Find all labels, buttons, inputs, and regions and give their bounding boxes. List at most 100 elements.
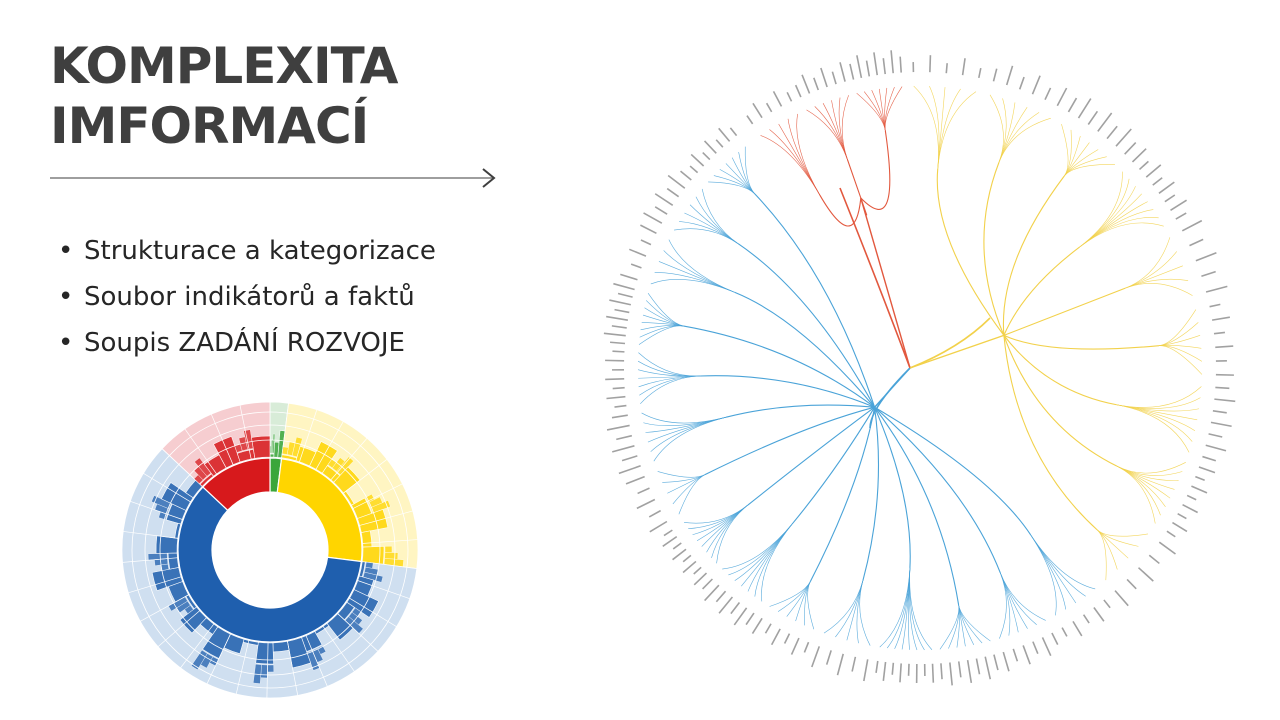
tree-leaf-label [729, 127, 738, 137]
tree-leaf [856, 92, 886, 131]
tree-leaf-label [1195, 475, 1205, 482]
tree-branch [726, 404, 875, 418]
tree-leaf [884, 86, 903, 131]
tree-leaf [688, 504, 749, 529]
tree-branch [683, 325, 875, 408]
sunburst-spoke [315, 421, 344, 471]
tree-leaf [838, 97, 848, 161]
tree-branch [809, 407, 876, 582]
tree-leaf [1000, 572, 1011, 636]
tree-leaf [654, 272, 735, 293]
tree-leaf-label [628, 248, 647, 257]
tree-leaf [1158, 345, 1203, 375]
tree-leaf-label [1181, 219, 1203, 232]
tree-branch [874, 406, 960, 605]
tree-leaf-label [945, 63, 948, 74]
tree-branch [754, 193, 876, 408]
sunburst-spoke [122, 557, 179, 563]
tree-leaf-label [863, 659, 869, 682]
tree-leaf [1079, 209, 1154, 248]
tree-leaf-label [672, 548, 687, 561]
tree-branch [936, 168, 1005, 336]
tree-leaf-label [630, 263, 642, 269]
tree-leaf [806, 109, 848, 161]
tree-leaf-label [612, 386, 625, 390]
tree-leaf-label [745, 612, 755, 626]
sunburst-spoke [157, 609, 201, 647]
tree-branch [738, 243, 876, 408]
tree-leaf-label [875, 660, 879, 673]
tree-leaf-label [606, 395, 626, 400]
tree-leaf-label [1158, 541, 1176, 555]
tree-leaf-label [715, 139, 724, 148]
tree-leaf [769, 581, 811, 607]
tree-leaf [1079, 222, 1164, 248]
sunburst-subsegment [260, 664, 268, 679]
tree-leaf-label [1115, 128, 1132, 147]
tree-leaf [754, 522, 794, 597]
tree-leaf-label [851, 656, 857, 672]
tree-leaf-label [1186, 494, 1197, 501]
tree-leaf-label [1018, 76, 1025, 90]
sunburst-subsegment [361, 530, 373, 548]
tree-leaf [777, 581, 811, 612]
tree-leaf-label [1051, 632, 1059, 645]
tree-leaf [695, 196, 739, 245]
tree-leaf [639, 325, 684, 338]
tree-leaf [823, 580, 864, 634]
tree-leaf-label [649, 520, 668, 533]
tree-branch [1003, 334, 1160, 350]
tree-leaf [769, 129, 821, 196]
tree-leaf-label [1041, 637, 1052, 657]
tree-leaf-label [1202, 455, 1217, 462]
tree-leaf-label [1210, 421, 1232, 428]
sunburst-spoke [143, 473, 192, 503]
divider-arrow [50, 168, 496, 188]
sunburst-subsegment [384, 552, 399, 560]
tree-leaf [645, 300, 684, 327]
sunburst-subsegment [155, 535, 179, 554]
tree-leaf-label [825, 650, 832, 665]
tree-group-yellow [909, 55, 1236, 607]
slide-title: KOMPLEXITA IMFORMACÍ [50, 36, 398, 156]
tree-leaf-label [1044, 87, 1052, 101]
tree-leaf-label [1212, 410, 1227, 414]
tree-leaf [650, 416, 727, 452]
tree-leaf-label [636, 498, 656, 510]
tree-leaf-label [616, 434, 633, 441]
tree-leaf-label [1195, 252, 1217, 262]
tree-branch [1003, 246, 1080, 336]
tree-leaf-label [606, 315, 629, 321]
tree-leaf [653, 416, 727, 462]
bullet-item: Soupis ZADÁNÍ ROZVOJE [58, 320, 436, 366]
tree-leaf-label [704, 584, 720, 602]
tree-branch [874, 407, 911, 568]
tree-leaf-label [718, 596, 734, 614]
tree-leaf-label [836, 653, 844, 676]
tree-leaf-label [975, 658, 981, 675]
tree-leaf [1030, 534, 1086, 597]
tree-leaf [644, 307, 684, 327]
sunburst-spoke [206, 633, 232, 685]
tree-leaf [1124, 237, 1171, 289]
sunburst-spoke [322, 625, 355, 672]
tree-leaf [1124, 283, 1193, 296]
tree-group-red [746, 50, 911, 369]
sunburst-segment-blue [177, 486, 362, 643]
tree-leaf [668, 239, 735, 293]
tree-leaf [909, 567, 925, 651]
tree-leaf [1061, 123, 1069, 177]
tree-leaf-label [1152, 177, 1163, 186]
tree-leaf [999, 572, 1007, 639]
tree-leaf-label [1182, 503, 1199, 514]
tree-leaf-label [1067, 97, 1078, 113]
tree-leaf-label [648, 509, 662, 518]
tree-leaf-label [772, 91, 783, 107]
tree-leaf [939, 604, 960, 650]
tree-leaf [722, 522, 794, 570]
tree-leaf [684, 504, 749, 524]
tree-leaf [637, 369, 701, 377]
tree-leaf-label [865, 60, 871, 77]
tree-leaf [835, 580, 864, 638]
tree-leaf [647, 293, 684, 327]
